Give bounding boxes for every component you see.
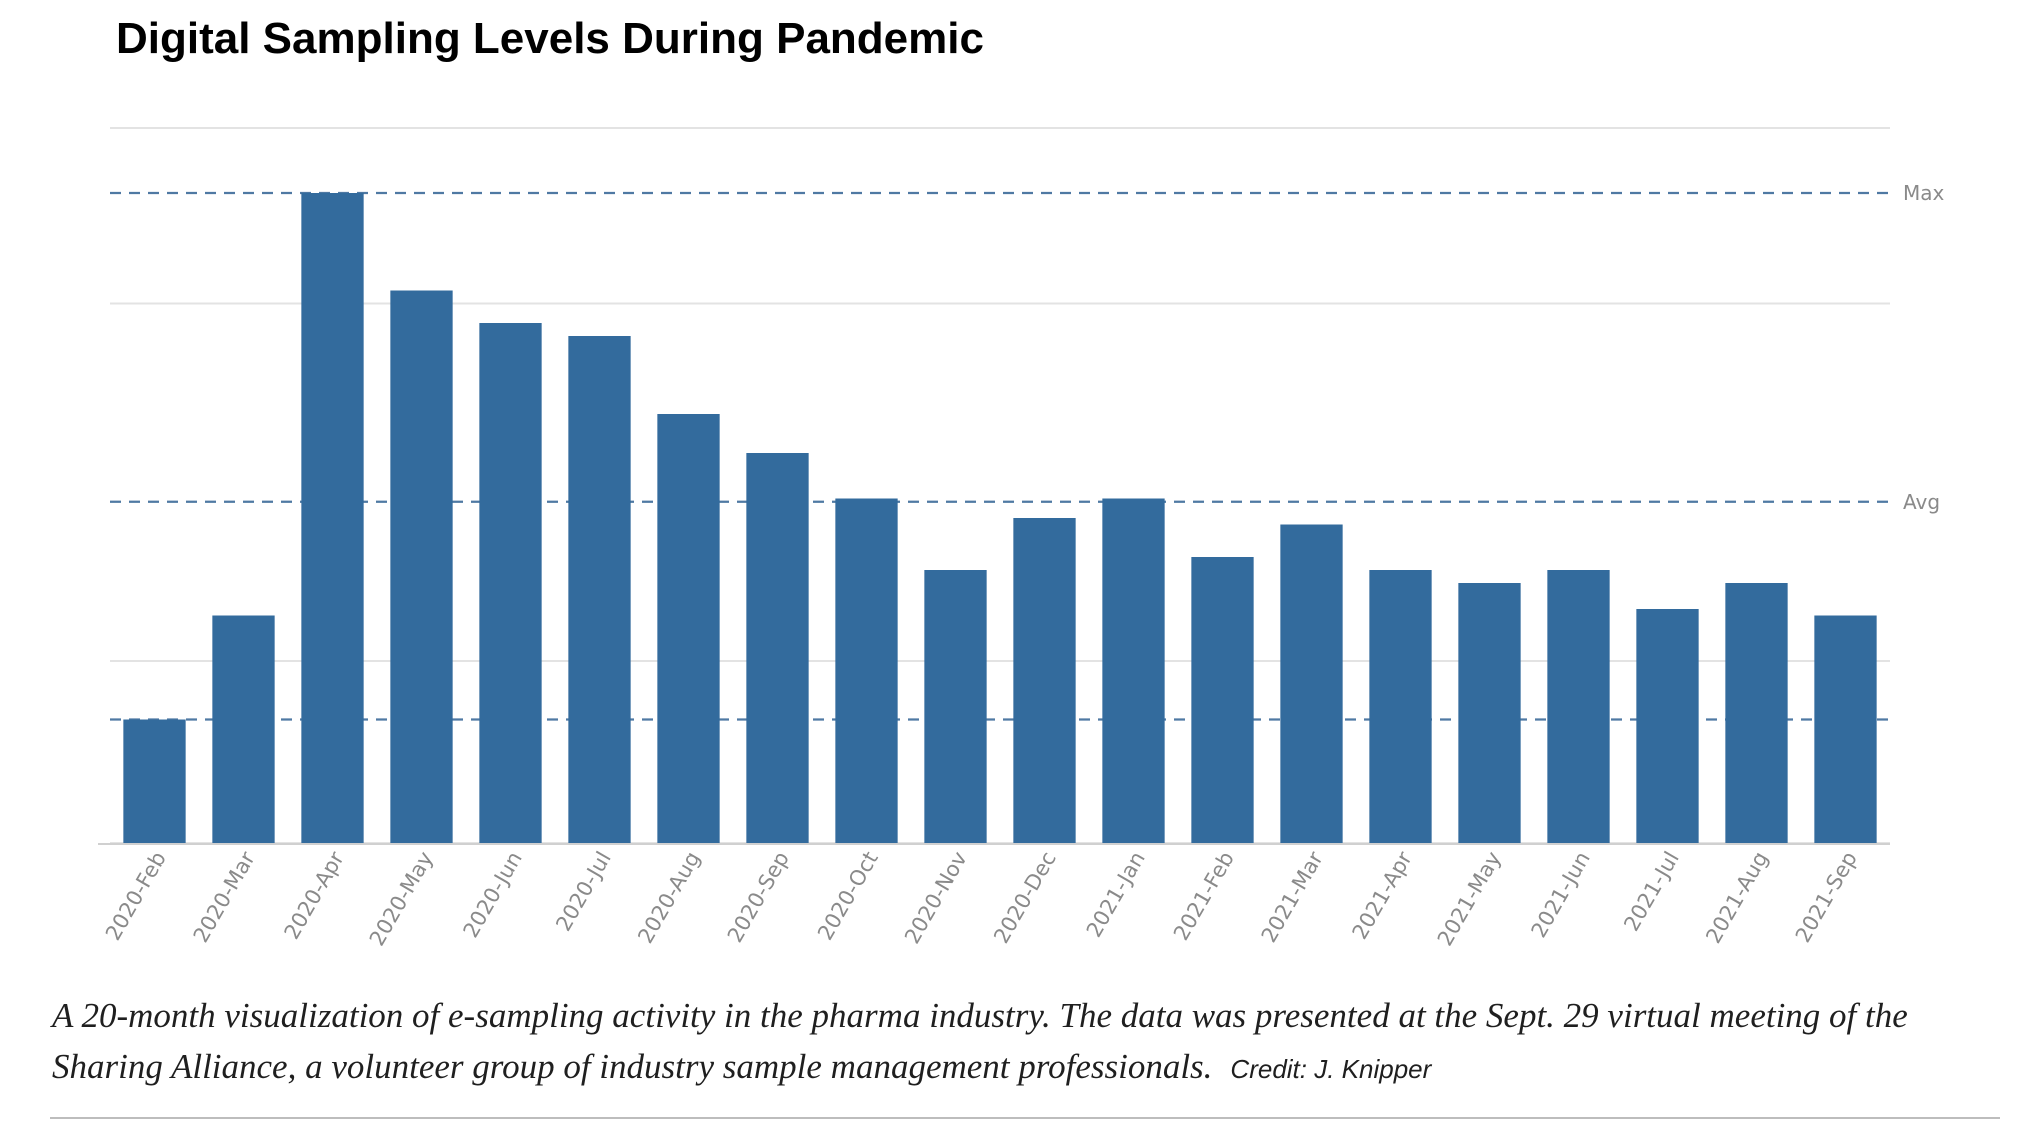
x-tick-label: 2020-Nov — [900, 848, 972, 948]
reference-line-label: Max — [1903, 181, 1945, 205]
x-tick-label: 2021-May — [1433, 848, 1506, 950]
bar — [390, 290, 453, 843]
chart-caption: A 20-month visualization of e-sampling a… — [52, 990, 2002, 1095]
x-tick-label: 2020-Mar — [189, 847, 260, 946]
reference-line-label: Avg — [1903, 490, 1940, 514]
bar — [212, 615, 275, 843]
bar — [1369, 570, 1432, 843]
x-tick-label: 2021-Jul — [1619, 848, 1684, 936]
x-tick-label: 2021-Apr — [1348, 847, 1417, 943]
x-tick-label: 2020-Jul — [551, 848, 616, 936]
x-tick-label: 2020-Jun — [459, 848, 527, 942]
bar — [835, 498, 898, 843]
bar — [657, 414, 720, 843]
x-tick-label: 2020-Dec — [989, 848, 1061, 948]
bar — [479, 323, 542, 843]
bar — [301, 193, 364, 843]
x-tick-label: 2020-Oct — [813, 848, 883, 945]
chart-title: Digital Sampling Levels During Pandemic — [116, 14, 984, 63]
x-tick-label: 2021-Jan — [1082, 848, 1150, 942]
x-tick-label: 2020-Apr — [280, 847, 349, 943]
caption-text: A 20-month visualization of e-sampling a… — [52, 996, 1908, 1086]
bar — [1458, 583, 1521, 843]
bar — [123, 719, 186, 843]
bar — [1636, 609, 1699, 843]
gridlines — [110, 127, 1890, 844]
bar — [1814, 615, 1877, 843]
bar — [1725, 583, 1788, 843]
bottom-divider — [50, 1117, 2000, 1119]
bar — [568, 336, 631, 843]
x-tick-label: 2020-Aug — [633, 848, 705, 948]
x-axis-labels: 2020-Feb 2020-Mar 2020-Apr 2020-May 2020-Jun… — [101, 847, 1862, 950]
x-tick-label: 2021-Feb — [1169, 848, 1239, 945]
bar — [1280, 524, 1343, 843]
bar — [924, 570, 987, 843]
bar — [746, 453, 809, 843]
x-tick-label: 2020-May — [365, 848, 438, 950]
x-tick-label: 2021-Jun — [1527, 848, 1595, 942]
bar — [1013, 518, 1076, 843]
bar — [1547, 570, 1610, 843]
x-tick-label: 2020-Sep — [723, 848, 794, 947]
caption-credit: Credit: J. Knipper — [1230, 1054, 1432, 1084]
x-tick-label: 2021-Mar — [1257, 847, 1328, 946]
x-tick-label: 2021-Aug — [1701, 848, 1773, 948]
bar — [1191, 557, 1254, 843]
x-tick-label: 2020-Feb — [101, 848, 171, 945]
x-tick-label: 2021-Sep — [1791, 848, 1862, 947]
bars — [98, 193, 1890, 845]
bar — [1102, 498, 1165, 843]
